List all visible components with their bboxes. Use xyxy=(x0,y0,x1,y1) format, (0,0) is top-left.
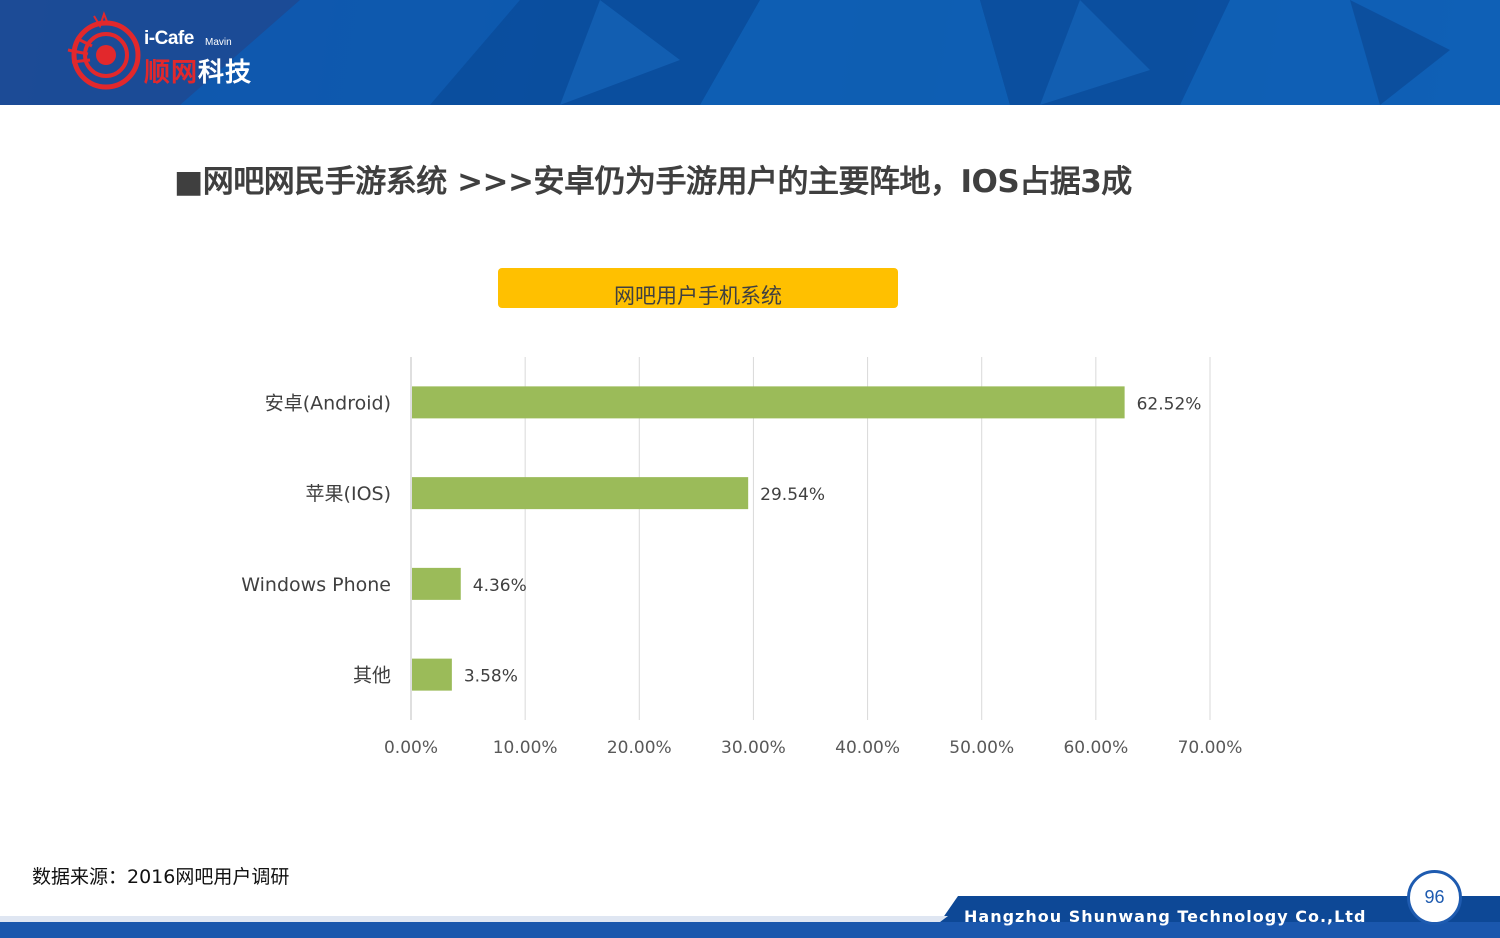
bar xyxy=(412,386,1125,419)
page-number: 96 xyxy=(1407,870,1462,925)
bar xyxy=(412,477,749,510)
header-pattern xyxy=(0,0,1500,105)
data-label: 3.58% xyxy=(464,667,518,687)
category-label: Windows Phone xyxy=(241,574,391,596)
data-label: 62.52% xyxy=(1137,394,1202,414)
data-label: 29.54% xyxy=(760,485,825,505)
data-label: 4.36% xyxy=(473,576,527,596)
bar xyxy=(412,658,452,691)
company-logo: i-Cafe Mavin 顺网科技 xyxy=(64,10,294,92)
company-name: Hangzhou Shunwang Technology Co.,Ltd xyxy=(964,907,1367,926)
chart-title: 网吧用户手机系统 xyxy=(498,268,898,308)
x-tick-label: 70.00% xyxy=(1178,738,1243,758)
bar xyxy=(412,567,461,600)
x-tick-label: 50.00% xyxy=(949,738,1014,758)
x-tick-label: 10.00% xyxy=(493,738,558,758)
logo-target-icon xyxy=(67,11,141,90)
data-source: 数据来源：2016网吧用户调研 xyxy=(32,866,290,888)
chart-title-text: 网吧用户手机系统 xyxy=(614,284,782,308)
header-band xyxy=(0,0,1500,105)
x-tick-label: 60.00% xyxy=(1063,738,1128,758)
footer-band xyxy=(0,896,1500,938)
logo-cn-red: 顺网 xyxy=(144,58,199,88)
x-tick-label: 20.00% xyxy=(607,738,672,758)
logo-brand: i-Cafe xyxy=(144,28,194,49)
logo-cn-white: 科技 xyxy=(198,58,253,88)
x-tick-label: 0.00% xyxy=(384,738,438,758)
x-tick-label: 40.00% xyxy=(835,738,900,758)
category-label: 其他 xyxy=(353,665,391,687)
category-label: 苹果(IOS) xyxy=(306,483,391,505)
x-tick-label: 30.00% xyxy=(721,738,786,758)
category-label: 安卓(Android) xyxy=(265,392,391,414)
slide-title: ■网吧网民手游系统 >>>安卓仍为手游用户的主要阵地，IOS占据3成 xyxy=(174,164,1132,200)
logo-brand-sub: Mavin xyxy=(205,37,232,48)
logo-cn: 顺网科技 xyxy=(144,52,252,89)
bar-chart: 0.00% 10.00% 20.00% 30.00% 40.00% 50.00% 60.00… xyxy=(241,357,1243,758)
